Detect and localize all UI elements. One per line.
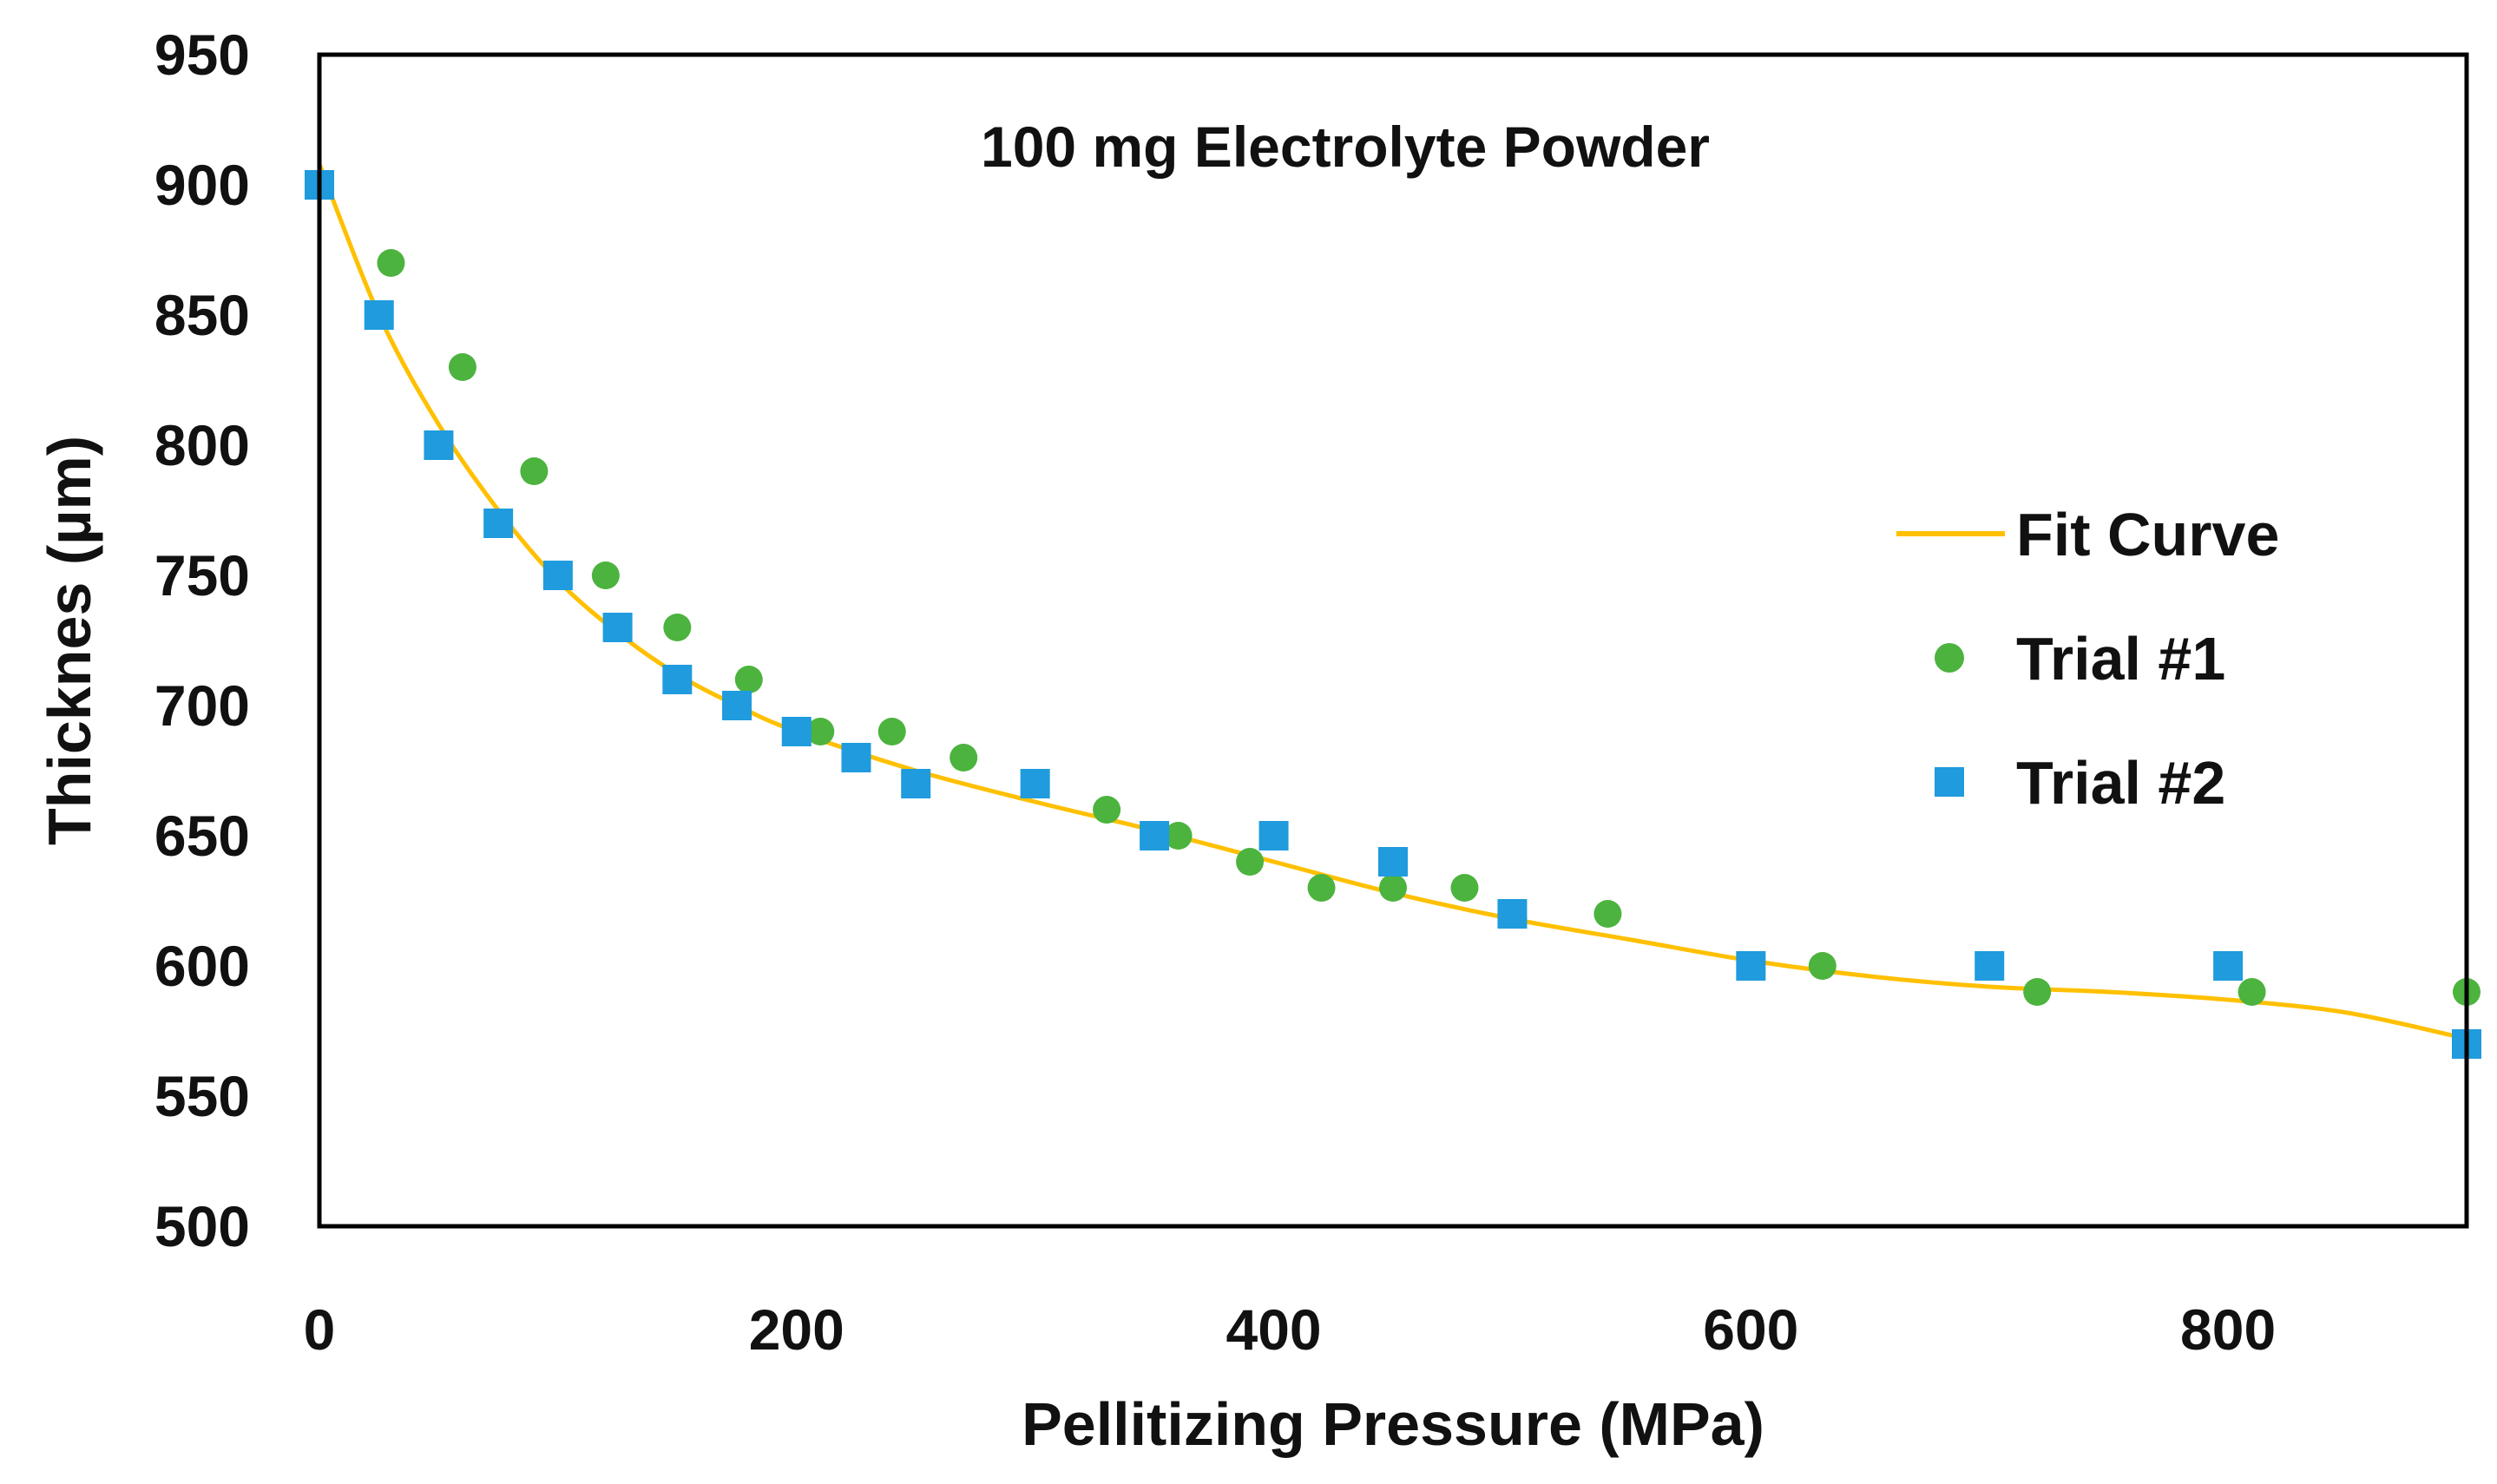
trial-1-point [806, 718, 835, 745]
y-axis-title: Thicknes (µm) [36, 436, 103, 845]
y-tick-label: 600 [154, 934, 250, 998]
trial-2-point [483, 509, 514, 538]
trial-2-point [1975, 951, 2005, 981]
y-tick-label: 700 [154, 673, 250, 738]
trial-1-point [1450, 874, 1479, 902]
y-tick-label: 750 [154, 543, 250, 607]
trial-1-point [2237, 978, 2266, 1006]
trial-1-point [1808, 952, 1837, 980]
legend-trial-2-label: Trial #2 [2016, 749, 2225, 817]
y-tick-label: 800 [154, 413, 250, 477]
trial-2-point [364, 300, 394, 330]
trial-2-point [424, 430, 454, 460]
trial-1-point [950, 744, 978, 772]
x-tick-label: 800 [2180, 1297, 2276, 1362]
points-layer [305, 170, 2481, 1059]
trial-1-point [448, 353, 476, 381]
trial-1-point [1379, 874, 1407, 902]
chart-title: 100 mg Electrolyte Powder [981, 115, 1710, 179]
trial-2-point [901, 769, 931, 798]
trial-1-point [734, 666, 763, 693]
trial-1-point [877, 718, 906, 745]
trial-1-point [1236, 848, 1265, 876]
trial-1-point [2023, 978, 2052, 1006]
x-tick-label: 0 [304, 1297, 336, 1362]
y-tick-label: 950 [154, 23, 250, 87]
legend-fit-curve-label: Fit Curve [2016, 501, 2279, 568]
legend: Fit Curve Trial #1 Trial #2 [1896, 501, 2279, 817]
x-tick-label: 600 [1703, 1297, 1798, 1362]
trial-2-point [662, 665, 693, 694]
trial-1-point [520, 457, 549, 485]
x-tick-label: 400 [1226, 1297, 1321, 1362]
y-tick-label: 650 [154, 804, 250, 868]
trial-1-point [1593, 900, 1622, 928]
trial-2-point [781, 717, 812, 746]
trial-1-point [377, 249, 405, 277]
plot-area-frame [317, 52, 2469, 1229]
trial-1-point [591, 561, 620, 589]
trial-2-point [1258, 821, 1289, 850]
trial-1-point [1093, 796, 1121, 824]
trial-2-point [542, 561, 573, 590]
x-tick-labels: 0 200 400 600 800 [304, 1297, 2277, 1362]
trial-1-point [1307, 874, 1336, 902]
trial-2-point [722, 691, 752, 720]
y-tick-label: 900 [154, 153, 250, 217]
x-axis-title: Pellitizing Pressure (MPa) [1022, 1390, 1764, 1458]
trial-1-point [1164, 822, 1193, 850]
trial-2-point [602, 613, 633, 642]
trial-2-point [1140, 821, 1170, 850]
y-tick-label: 550 [154, 1064, 250, 1128]
trial-1-point [663, 614, 692, 641]
trial-2-point [1378, 847, 1408, 877]
y-tick-label: 850 [154, 283, 250, 347]
x-tick-label: 200 [749, 1297, 844, 1362]
trial-2-point [841, 743, 871, 772]
trial-2-point [1497, 899, 1528, 929]
trial-2-point [1736, 951, 1766, 981]
legend-trial-1-marker [1935, 643, 1964, 673]
y-tick-label: 500 [154, 1194, 250, 1258]
legend-trial-1-label: Trial #1 [2016, 625, 2225, 693]
legend-trial-2-marker [1935, 767, 1964, 797]
y-tick-labels: 500 550 600 650 700 750 800 850 900 950 [154, 23, 250, 1258]
trial-2-point [2213, 951, 2244, 981]
trial-2-point [1020, 769, 1050, 798]
